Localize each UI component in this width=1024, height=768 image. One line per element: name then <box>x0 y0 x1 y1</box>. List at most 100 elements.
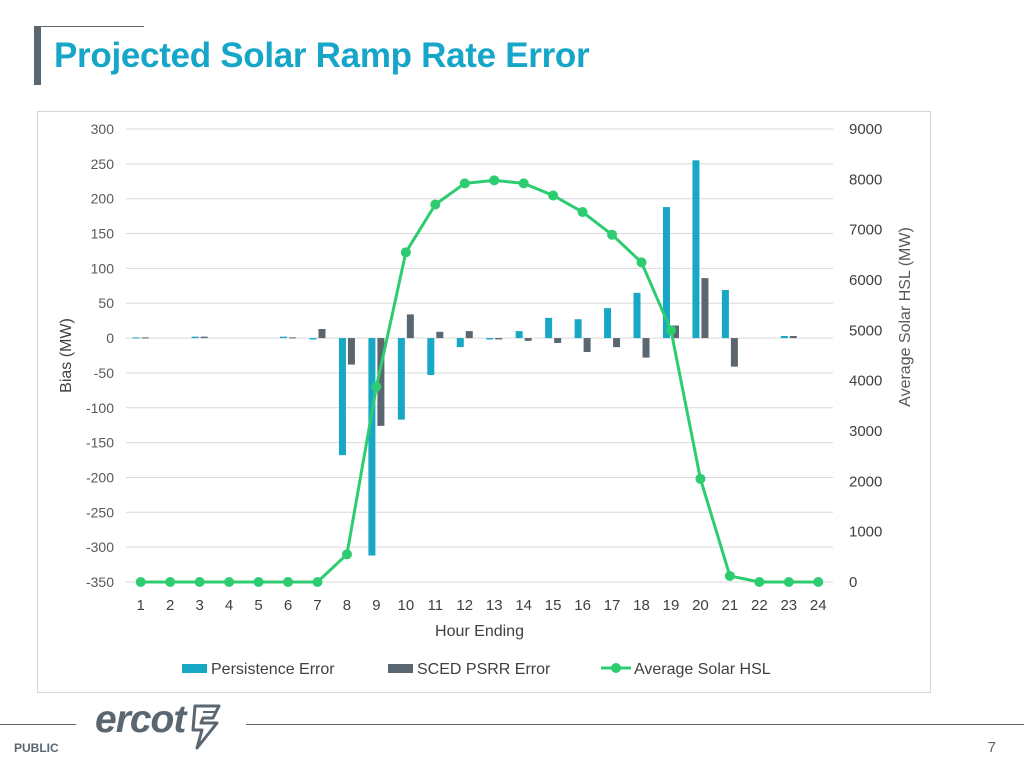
average-solar-hsl-point <box>548 190 559 201</box>
y-tick-label: 150 <box>91 226 115 242</box>
sced-psrr-error-bar <box>347 338 355 365</box>
persistence-error-bar <box>280 336 288 339</box>
average-solar-hsl-point <box>607 229 618 240</box>
y-tick-label: -50 <box>94 365 114 381</box>
persistence-error-bar <box>309 338 317 340</box>
page-number: 7 <box>987 739 996 756</box>
average-solar-hsl-point <box>489 175 500 186</box>
legend-swatch <box>388 664 413 673</box>
sced-psrr-error-bar <box>495 338 503 340</box>
persistence-error-bar <box>338 338 346 456</box>
sced-psrr-error-bar <box>789 335 797 339</box>
x-tick-label: 8 <box>343 597 351 614</box>
legend-persistence-error: Persistence Error <box>182 661 335 678</box>
chart-container: 300 250 200 150 100 50 0 -50 -100 -150 -200 -250 -30… <box>37 111 931 693</box>
persistence-error-bar <box>191 336 199 339</box>
sced-psrr-error-bar <box>436 331 444 339</box>
persistence-error-bar <box>721 289 729 339</box>
x-axis-title: Hour Ending <box>435 623 524 640</box>
y-tick-label: -350 <box>86 574 114 590</box>
title-rule <box>34 26 144 27</box>
sced-psrr-error-bar <box>289 337 297 339</box>
legend-marker <box>611 663 621 673</box>
persistence-error-bar <box>692 160 700 339</box>
title-accent-bar <box>34 27 41 85</box>
average-solar-hsl-point <box>253 577 264 587</box>
x-tick-label: 5 <box>254 597 262 614</box>
y-tick-label: -300 <box>86 539 114 555</box>
persistence-error-bar <box>397 338 405 420</box>
x-tick-label: 1 <box>137 597 145 614</box>
ercot-logo: ercot <box>95 698 235 750</box>
average-solar-hsl-point <box>754 577 765 587</box>
x-tick-label: 3 <box>195 597 203 614</box>
average-solar-hsl-point <box>430 199 441 210</box>
x-tick-label: 11 <box>428 597 444 614</box>
texas-bolt-icon <box>191 704 221 750</box>
legend-label: Average Solar HSL <box>634 661 771 678</box>
y-tick-label: 300 <box>91 121 115 137</box>
legend-label: Persistence Error <box>211 661 335 678</box>
average-solar-hsl-point <box>518 178 529 189</box>
legend-swatch <box>182 664 207 673</box>
sced-psrr-error-bar <box>406 314 414 339</box>
x-tick-label: 13 <box>486 597 503 614</box>
average-solar-hsl-point <box>783 577 794 587</box>
y-axis-title: Bias (MW) <box>58 318 75 393</box>
average-solar-hsl-point <box>341 549 352 560</box>
x-tick-label: 20 <box>692 597 709 614</box>
ramp-rate-error-chart: 300250200150100500-50-100-150-200-250-30… <box>58 121 914 678</box>
footer-rule-right <box>246 724 1024 725</box>
average-solar-hsl-point <box>135 577 146 587</box>
persistence-error-bar <box>662 207 670 339</box>
y2-tick-label: 4000 <box>849 373 882 390</box>
sced-psrr-error-bar <box>465 331 473 339</box>
average-solar-hsl-point <box>459 178 470 189</box>
average-solar-hsl-line <box>140 178 819 584</box>
persistence-error-bar <box>368 338 376 556</box>
persistence-error-bar <box>780 335 788 339</box>
x-tick-label: 18 <box>633 597 650 614</box>
average-solar-hsl-point <box>400 247 411 258</box>
average-solar-hsl-point <box>194 577 205 587</box>
y2-tick-label: 7000 <box>849 222 882 239</box>
average-solar-hsl-point <box>724 570 735 581</box>
persistence-error-bar <box>515 331 523 339</box>
y2-tick-label: 0 <box>849 574 857 591</box>
average-solar-hsl-point <box>695 473 706 484</box>
x-tick-label: 16 <box>574 597 591 614</box>
sced-psrr-error-bar <box>730 338 738 367</box>
sced-psrr-error-bar <box>200 336 208 339</box>
y2-tick-label: 5000 <box>849 322 882 339</box>
x-tick-label: 22 <box>751 597 768 614</box>
average-solar-hsl-point <box>283 577 294 587</box>
persistence-error-bar <box>132 337 140 339</box>
y-tick-label: 0 <box>106 330 114 346</box>
average-solar-hsl-point <box>224 577 235 587</box>
y-tick-label: 200 <box>91 191 115 207</box>
legend-label: SCED PSRR Error <box>417 661 551 678</box>
y2-axis-title: Average Solar HSL (MW) <box>897 227 914 407</box>
average-solar-hsl-point <box>813 577 824 587</box>
y-tick-label: -150 <box>86 435 114 451</box>
sced-psrr-error-bar <box>583 338 591 353</box>
sced-psrr-error-bar <box>377 338 385 426</box>
average-solar-hsl-point <box>165 577 176 587</box>
sced-psrr-error-bar <box>141 337 149 339</box>
average-solar-hsl-point <box>577 207 588 218</box>
persistence-error-bar <box>633 292 641 339</box>
x-tick-label: 4 <box>225 597 233 614</box>
persistence-error-bar <box>456 338 464 348</box>
persistence-error-bar <box>574 319 582 339</box>
sced-psrr-error-bar <box>701 278 709 339</box>
y2-tick-label: 2000 <box>849 473 882 490</box>
y2-tick-label: 1000 <box>849 524 882 541</box>
y2-tick-label: 3000 <box>849 423 882 440</box>
footer-rule-left <box>0 724 76 725</box>
x-tick-label: 9 <box>372 597 380 614</box>
sced-psrr-error-bar <box>318 329 326 339</box>
x-tick-label: 17 <box>604 597 621 614</box>
persistence-error-bar <box>486 338 494 340</box>
x-tick-label: 15 <box>545 597 562 614</box>
y-tick-label: -100 <box>86 400 114 416</box>
